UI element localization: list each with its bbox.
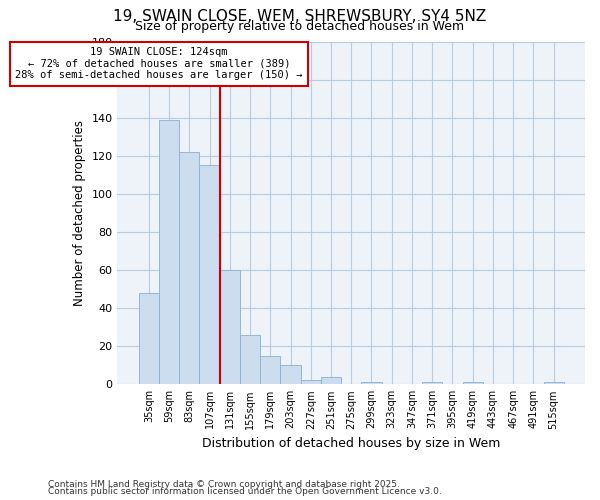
Bar <box>463 382 483 384</box>
Bar <box>361 382 382 384</box>
Bar <box>544 382 564 384</box>
Bar <box>321 376 341 384</box>
Y-axis label: Number of detached properties: Number of detached properties <box>73 120 86 306</box>
Bar <box>179 152 199 384</box>
Bar <box>220 270 240 384</box>
Bar <box>260 356 280 384</box>
Bar <box>240 335 260 384</box>
Bar <box>280 366 301 384</box>
Text: 19 SWAIN CLOSE: 124sqm
← 72% of detached houses are smaller (389)
28% of semi-de: 19 SWAIN CLOSE: 124sqm ← 72% of detached… <box>15 47 303 80</box>
Bar <box>199 166 220 384</box>
Bar <box>422 382 442 384</box>
X-axis label: Distribution of detached houses by size in Wem: Distribution of detached houses by size … <box>202 437 500 450</box>
Bar <box>159 120 179 384</box>
Text: Size of property relative to detached houses in Wem: Size of property relative to detached ho… <box>136 20 464 33</box>
Bar <box>139 293 159 384</box>
Text: Contains public sector information licensed under the Open Government Licence v3: Contains public sector information licen… <box>48 488 442 496</box>
Text: 19, SWAIN CLOSE, WEM, SHREWSBURY, SY4 5NZ: 19, SWAIN CLOSE, WEM, SHREWSBURY, SY4 5N… <box>113 9 487 24</box>
Bar <box>301 380 321 384</box>
Text: Contains HM Land Registry data © Crown copyright and database right 2025.: Contains HM Land Registry data © Crown c… <box>48 480 400 489</box>
